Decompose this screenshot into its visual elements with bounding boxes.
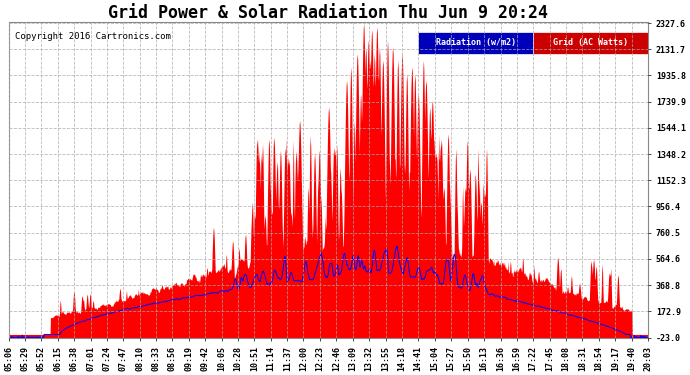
- FancyBboxPatch shape: [533, 32, 648, 54]
- Text: Grid (AC Watts): Grid (AC Watts): [553, 38, 628, 47]
- Text: Radiation (w/m2): Radiation (w/m2): [435, 38, 515, 47]
- FancyBboxPatch shape: [418, 32, 533, 54]
- Text: Copyright 2016 Cartronics.com: Copyright 2016 Cartronics.com: [15, 32, 171, 41]
- Title: Grid Power & Solar Radiation Thu Jun 9 20:24: Grid Power & Solar Radiation Thu Jun 9 2…: [108, 4, 549, 22]
